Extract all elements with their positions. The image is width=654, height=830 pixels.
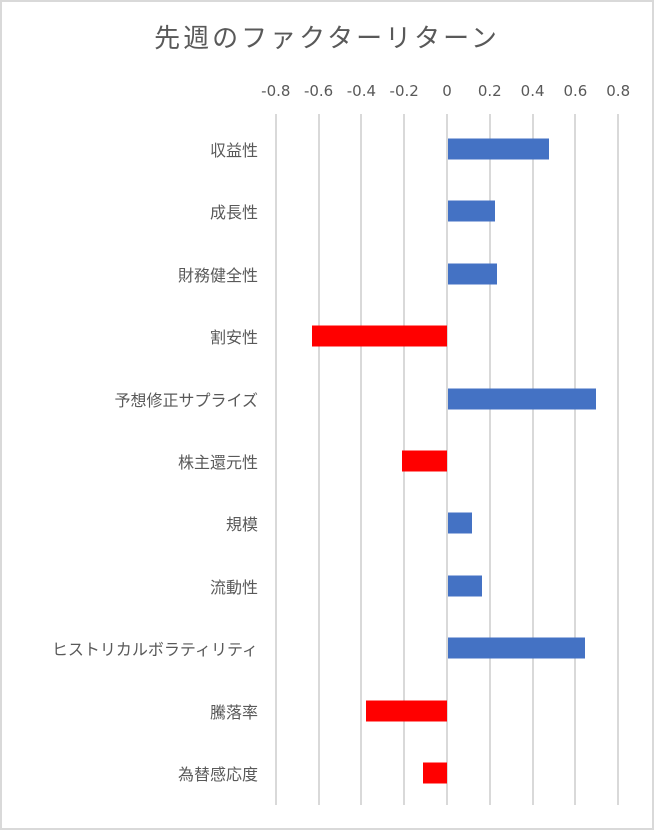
gridline xyxy=(574,114,577,805)
category-label: 予想修正サプライズ xyxy=(114,390,258,410)
gridline xyxy=(617,114,620,805)
x-tick-label: 0 xyxy=(442,82,452,100)
bar-positive xyxy=(448,388,596,410)
x-tick-label: 0.6 xyxy=(563,82,588,100)
bar-negative xyxy=(312,325,447,347)
category-label: 流動性 xyxy=(209,577,258,597)
bar-positive xyxy=(448,575,483,597)
gridline xyxy=(274,114,277,805)
bar-positive xyxy=(448,138,549,160)
bar-positive xyxy=(448,263,498,285)
category-label: 割安性 xyxy=(209,328,258,348)
bar-positive xyxy=(448,512,472,534)
x-tick-label: 0.4 xyxy=(520,82,545,100)
gridline xyxy=(488,114,491,805)
gridline xyxy=(360,114,363,805)
gridline xyxy=(317,114,320,805)
bar-negative xyxy=(365,700,447,722)
bar-positive xyxy=(448,637,585,659)
x-tick-label: -0.2 xyxy=(389,82,419,100)
bar-negative xyxy=(402,450,447,472)
x-tick-label: -0.6 xyxy=(303,82,334,100)
category-label: 規模 xyxy=(225,515,258,535)
gridline xyxy=(446,114,448,805)
chart-title: 先週のファクターリターン xyxy=(154,24,500,54)
x-tick-label: -0.8 xyxy=(261,82,291,100)
x-tick-label: -0.4 xyxy=(346,82,377,100)
category-label: 成長性 xyxy=(209,203,258,223)
category-label: ヒストリカルボラティリティ xyxy=(51,640,258,660)
category-label: 財務健全性 xyxy=(177,265,258,285)
x-tick-label: 0.2 xyxy=(477,82,502,100)
category-label: 収益性 xyxy=(209,141,258,160)
category-label: 為替感応度 xyxy=(177,765,258,784)
category-label: 騰落率 xyxy=(209,702,258,722)
gridline xyxy=(531,114,534,805)
x-tick-label: 0.8 xyxy=(606,82,631,100)
bar-negative xyxy=(423,762,447,784)
bar-positive xyxy=(448,200,496,222)
category-label: 株主還元性 xyxy=(177,453,258,472)
